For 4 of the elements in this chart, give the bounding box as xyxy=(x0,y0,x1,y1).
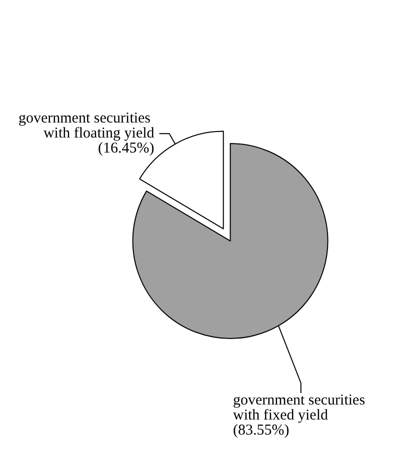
slice-label: government securities with fixed yield xyxy=(233,392,369,424)
data-label: (83.55%) xyxy=(233,422,290,438)
data-label: (16.45%) xyxy=(98,140,154,157)
slice-label: government securities with floating yield xyxy=(18,110,155,142)
